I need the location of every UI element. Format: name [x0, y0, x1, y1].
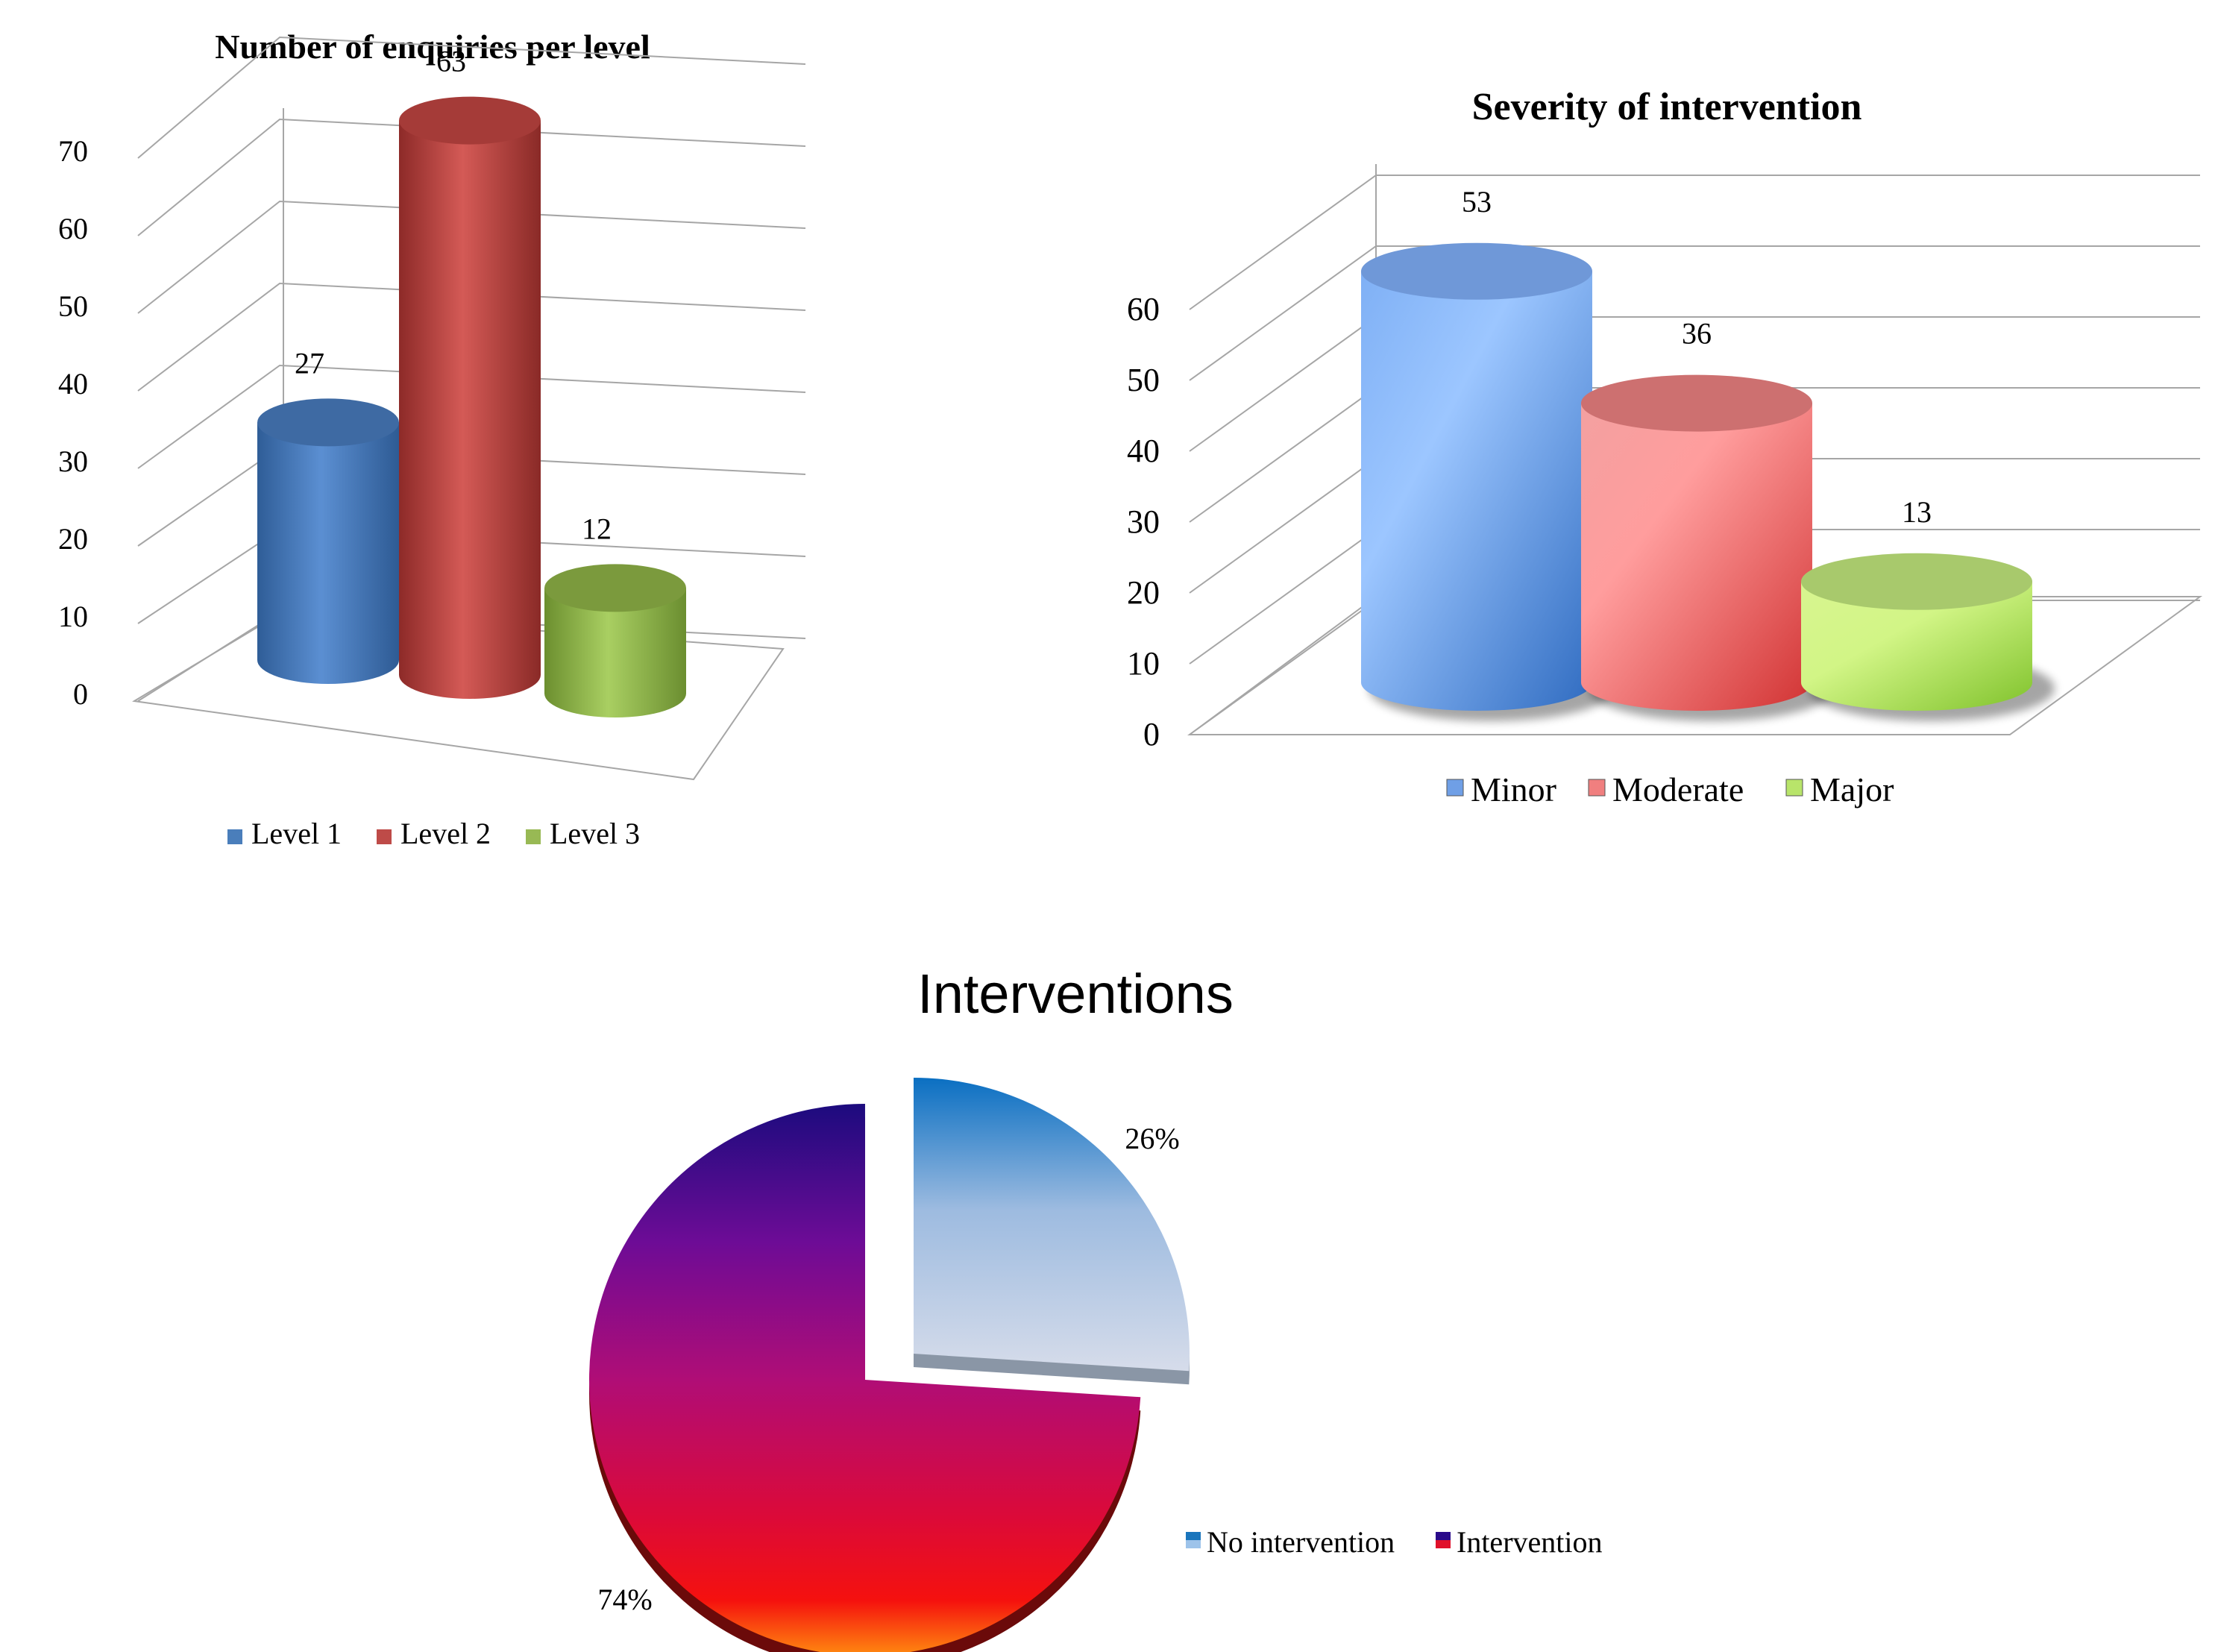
chart-title: Number of enquiries per level: [215, 28, 650, 66]
legend-swatch: [1446, 779, 1464, 797]
bar-0: [1361, 242, 1592, 711]
y-axis-ticks: 0 10 20 30 40 50 60 70: [58, 134, 88, 711]
bars: [1361, 242, 2055, 721]
y-tick-label: 50: [1127, 362, 1160, 398]
cylinder-top: [1581, 374, 1812, 432]
legend-swatch: [1785, 779, 1803, 797]
legend-swatch: [377, 829, 392, 844]
y-tick-label: 40: [1127, 433, 1160, 469]
severity-chart: Severity of intervention 0 10 20 30 40 50 60 5…: [1127, 86, 2203, 808]
legend-swatch: [1186, 1540, 1201, 1548]
data-labels: 26% 74%: [597, 1122, 1179, 1616]
gridline: [137, 364, 806, 469]
cylinder-body: [544, 588, 686, 717]
y-axis-ticks: 0 10 20 30 40 50 60: [1127, 291, 1160, 753]
legend-label: Minor: [1471, 770, 1556, 808]
legend-label: Moderate: [1612, 770, 1744, 808]
cylinder-top: [257, 398, 399, 447]
gridline: [137, 118, 806, 236]
pie-slice-no-intervention: [914, 1077, 1190, 1372]
y-tick-label: 50: [58, 289, 88, 323]
cylinder-body: [1801, 581, 2032, 711]
pie: [589, 1077, 1190, 1652]
bar-2: [1801, 553, 2032, 711]
data-labels: 53 36 13: [1462, 185, 1932, 529]
legend-swatch: [227, 829, 242, 844]
cylinder-body: [257, 422, 399, 684]
legend-swatch: [1436, 1532, 1451, 1540]
pie-slice-intervention: [589, 1104, 1141, 1652]
cylinder-top: [1801, 553, 2032, 610]
legend-swatch: [1186, 1532, 1201, 1540]
legend-label: Level 1: [251, 817, 342, 850]
data-label: 53: [1462, 185, 1492, 219]
data-label: 27: [295, 346, 324, 380]
y-tick-label: 70: [58, 134, 88, 168]
legend-swatch: [1588, 779, 1606, 797]
data-label: 63: [436, 45, 466, 78]
y-tick-label: 60: [58, 212, 88, 245]
y-tick-label: 10: [58, 600, 88, 633]
bars: [257, 96, 686, 717]
gridline: [137, 282, 806, 392]
legend-swatch: [1436, 1540, 1451, 1548]
bar-1: [399, 96, 541, 700]
cylinder-top: [544, 564, 686, 612]
cylinder-body: [1581, 403, 1812, 711]
y-tick-label: 30: [58, 445, 88, 478]
data-label: 26%: [1125, 1122, 1179, 1155]
data-label: 12: [582, 512, 612, 545]
legend-label: No intervention: [1207, 1525, 1395, 1559]
bar-2: [544, 564, 686, 717]
gridline: [1189, 245, 2200, 381]
cylinder-body: [1361, 271, 1592, 711]
cylinder-body: [399, 120, 541, 700]
y-tick-label: 30: [1127, 503, 1160, 540]
chart-title: Severity of intervention: [1472, 86, 1862, 128]
data-label: 13: [1902, 495, 1932, 529]
cylinder-top: [1361, 242, 1592, 300]
gridline: [1189, 175, 2200, 310]
legend-swatch: [526, 829, 541, 844]
cylinder-top: [399, 96, 541, 145]
y-tick-label: 20: [1127, 574, 1160, 611]
y-tick-label: 40: [58, 367, 88, 401]
chart-legend: Minor Moderate Major: [1446, 770, 1894, 808]
y-tick-label: 0: [73, 677, 88, 711]
y-tick-label: 20: [58, 522, 88, 556]
legend-label: Intervention: [1457, 1525, 1603, 1559]
interventions-pie-chart: Interventions 26% 74% No intervention Inte…: [589, 963, 1603, 1652]
legend-label: Level 2: [400, 817, 491, 850]
y-tick-label: 10: [1127, 645, 1160, 682]
bar-1: [1581, 374, 1812, 711]
y-tick-label: 0: [1143, 716, 1160, 753]
legend-label: Level 3: [550, 817, 640, 850]
gridline: [137, 200, 806, 314]
chart-legend: Level 1 Level 2 Level 3: [227, 817, 640, 850]
legend-label: Major: [1810, 770, 1894, 808]
chart-legend: No intervention Intervention: [1186, 1525, 1603, 1559]
y-tick-label: 60: [1127, 291, 1160, 327]
enquiries-chart: Number of enquiries per level 0 10 20 30 40 5…: [58, 28, 806, 850]
data-label: 36: [1682, 317, 1712, 351]
chart-floor: [1187, 596, 2203, 735]
data-label: 74%: [597, 1583, 652, 1616]
gridline: [137, 36, 806, 159]
data-labels: 27 63 12: [295, 45, 612, 546]
chart-floor: [132, 610, 785, 781]
chart-title: Interventions: [917, 963, 1234, 1025]
bar-0: [257, 398, 399, 684]
